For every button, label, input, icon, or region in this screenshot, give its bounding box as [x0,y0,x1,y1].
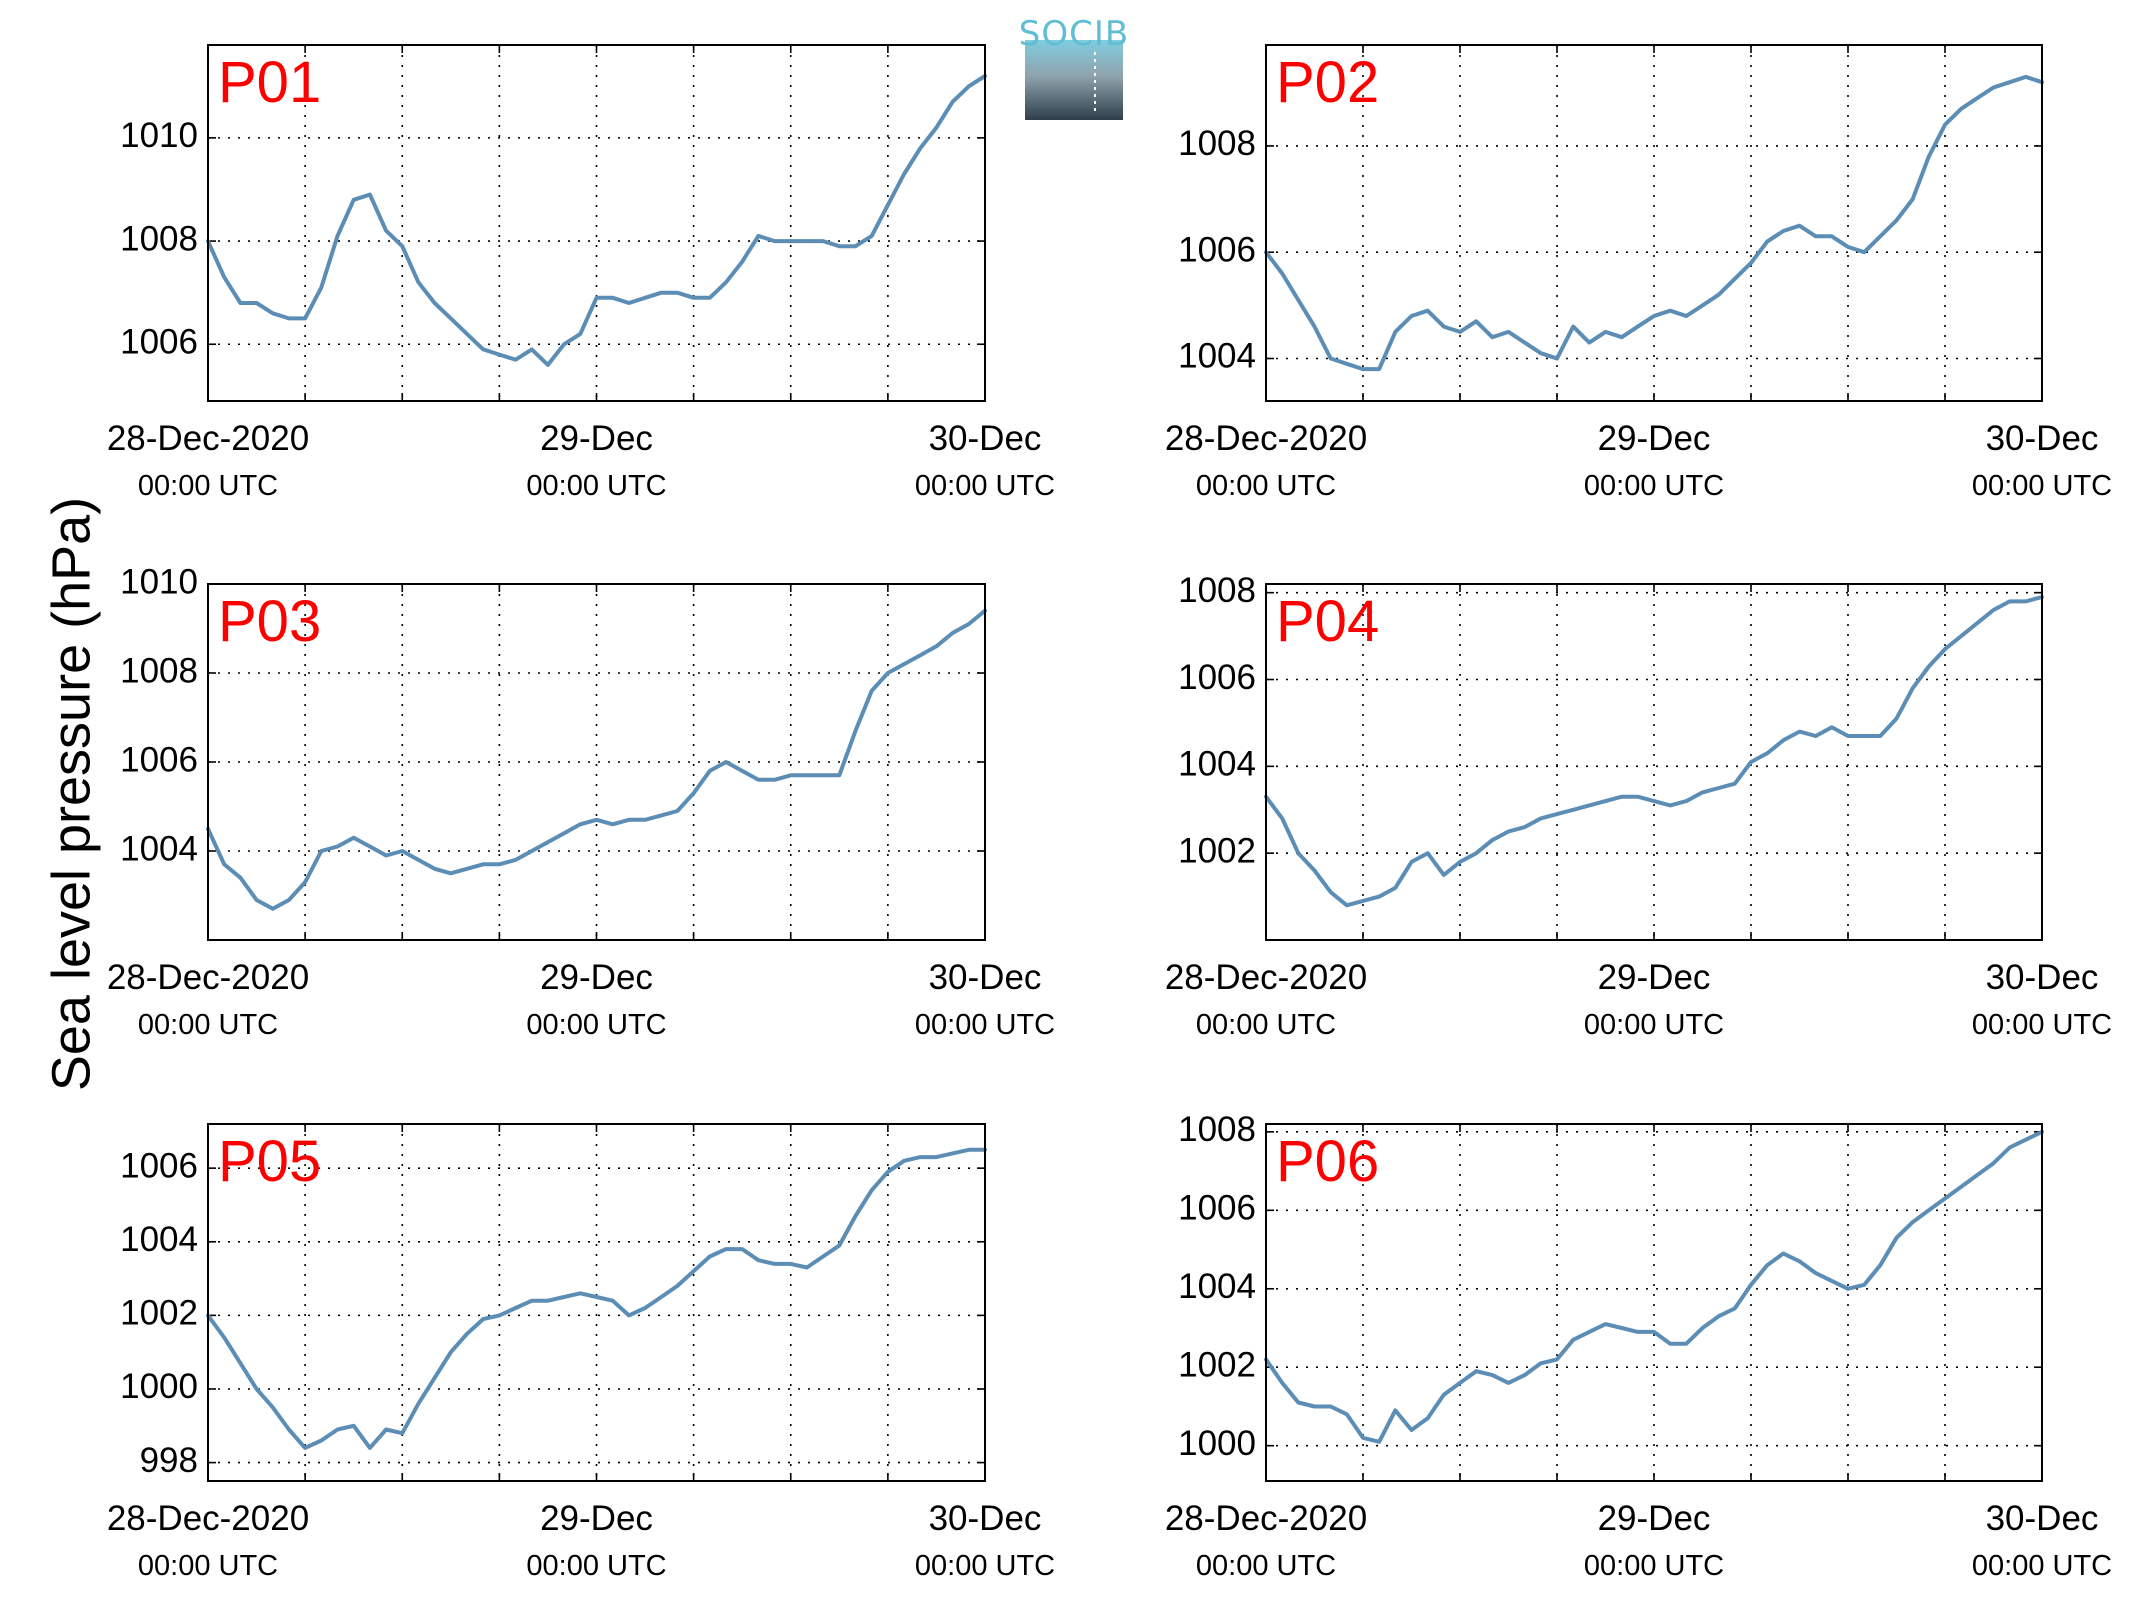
x-tick-label-time: 00:00 UTC [1196,1550,1336,1582]
x-tick-label-date: 29-Dec [540,1499,653,1538]
x-tick-label-date: 29-Dec [1598,958,1711,997]
x-tick-label-date: 30-Dec [929,1499,1042,1538]
panel-label: P01 [218,50,321,115]
y-tick-label: 1004 [1178,1267,1256,1306]
pressure-series-line [1264,595,2044,908]
y-axis-label: Sea level pressure (hPa) [41,497,101,1091]
x-tick-label-time: 00:00 UTC [526,470,666,502]
x-tick-label-date: 29-Dec [540,419,653,458]
x-tick-label-time: 00:00 UTC [1584,470,1724,502]
logo-gradient-block [1025,40,1123,120]
panel-p06: 1000 1002 1004 1006 1008 P06 28-Dec-2020 00:00 … [1165,1110,2112,1582]
y-tick-label: 1006 [1178,658,1256,697]
x-tick-label-date: 28-Dec-2020 [1165,419,1367,458]
x-tick-label-time: 00:00 UTC [915,1550,1055,1582]
plot-frame [1265,44,2043,402]
x-tick-label-time: 00:00 UTC [1972,1550,2112,1582]
y-tick-label: 1008 [1178,1110,1256,1149]
x-tick-label-time: 00:00 UTC [1584,1550,1724,1582]
plot-area [1266,584,2042,940]
y-tick-label: 1006 [1178,230,1256,269]
pressure-series-line [206,1147,987,1450]
plot-frame [207,44,986,402]
plot-area [208,1124,985,1481]
x-tick-label-date: 28-Dec-2020 [1165,958,1367,997]
x-tick-label-date: 30-Dec [929,419,1042,458]
x-tick-label-date: 29-Dec [1598,1499,1711,1538]
x-tick-label-date: 30-Dec [1986,958,2099,997]
y-tick-label: 1004 [120,829,198,868]
y-tick-label: 1008 [1178,571,1256,610]
panel-p01: 1006 1008 1010 P01 28-Dec-2020 00:00 UTC 29-De… [107,44,1055,502]
y-tick-label: 1000 [1178,1424,1256,1463]
x-tick-label-date: 29-Dec [540,958,653,997]
panel-p03: 1004 1006 1008 1010 P03 28-Dec-2020 00:00 UTC 2… [107,562,1055,1041]
x-tick-label-time: 00:00 UTC [1972,470,2112,502]
y-tick-label: 1010 [120,116,198,155]
panel-label: P04 [1276,589,1379,654]
y-tick-label: 1004 [120,1220,198,1259]
y-tick-label: 1002 [1178,831,1256,870]
panel-p05: 998 1000 1002 1004 1006 P05 28-Dec-2020 00:00 U… [107,1123,1055,1582]
pressure-series-line [206,608,987,911]
x-tick-label-date: 30-Dec [1986,419,2099,458]
y-tick-label: 998 [140,1441,198,1480]
x-tick-label-time: 00:00 UTC [526,1550,666,1582]
x-tick-label-time: 00:00 UTC [1972,1009,2112,1041]
x-tick-label-time: 00:00 UTC [526,1009,666,1041]
y-tick-label: 1006 [120,322,198,361]
plot-frame [1265,1123,2043,1482]
x-tick-label-time: 00:00 UTC [1196,470,1336,502]
x-tick-label-time: 00:00 UTC [138,470,278,502]
y-tick-label: 1008 [1178,124,1256,163]
pressure-series-line [1264,1129,2044,1444]
y-tick-label: 1004 [1178,745,1256,784]
y-tick-label: 1002 [120,1294,198,1333]
x-tick-label-date: 29-Dec [1598,419,1711,458]
panels: 1006 1008 1010 P01 28-Dec-2020 00:00 UTC 29-De… [107,44,2112,1582]
x-tick-label-date: 28-Dec-2020 [1165,1499,1367,1538]
x-tick-label-time: 00:00 UTC [138,1009,278,1041]
plot-area [1266,1124,2042,1481]
x-tick-label-date: 30-Dec [1986,1499,2099,1538]
plot-area [1266,45,2042,401]
y-tick-label: 1008 [120,651,198,690]
plot-frame [207,1123,986,1482]
pressure-series-line [1264,74,2044,372]
y-tick-label: 1006 [1178,1189,1256,1228]
logo-text: SOCIB [1019,14,1129,54]
y-tick-label: 1008 [120,219,198,258]
y-tick-label: 1000 [120,1367,198,1406]
y-tick-label: 1010 [120,562,198,601]
plot-frame [1265,583,2043,941]
x-tick-label-time: 00:00 UTC [1584,1009,1724,1041]
panel-p02: 1004 1006 1008 P02 28-Dec-2020 00:00 UTC 29-De… [1165,44,2112,502]
x-tick-label-time: 00:00 UTC [915,1009,1055,1041]
plot-area [208,45,985,401]
x-tick-label-date: 28-Dec-2020 [107,419,309,458]
plot-frame [207,583,986,941]
panel-label: P02 [1276,50,1379,115]
panel-p04: 1002 1004 1006 1008 P04 28-Dec-2020 00:00 UTC 2… [1165,571,2112,1041]
x-tick-label-time: 00:00 UTC [915,470,1055,502]
y-tick-label: 1004 [1178,337,1256,376]
x-tick-label-time: 00:00 UTC [1196,1009,1336,1041]
x-tick-label-date: 28-Dec-2020 [107,958,309,997]
y-tick-label: 1006 [120,740,198,779]
panel-label: P03 [218,589,321,654]
panel-label: P05 [218,1129,321,1194]
y-tick-label: 1006 [120,1146,198,1185]
panel-label: P06 [1276,1129,1379,1194]
socib-logo: SOCIB [1019,14,1129,120]
plot-area [208,584,985,940]
x-tick-label-date: 28-Dec-2020 [107,1499,309,1538]
x-tick-label-date: 30-Dec [929,958,1042,997]
pressure-series-line [206,74,987,367]
x-tick-label-time: 00:00 UTC [138,1550,278,1582]
y-tick-label: 1002 [1178,1345,1256,1384]
